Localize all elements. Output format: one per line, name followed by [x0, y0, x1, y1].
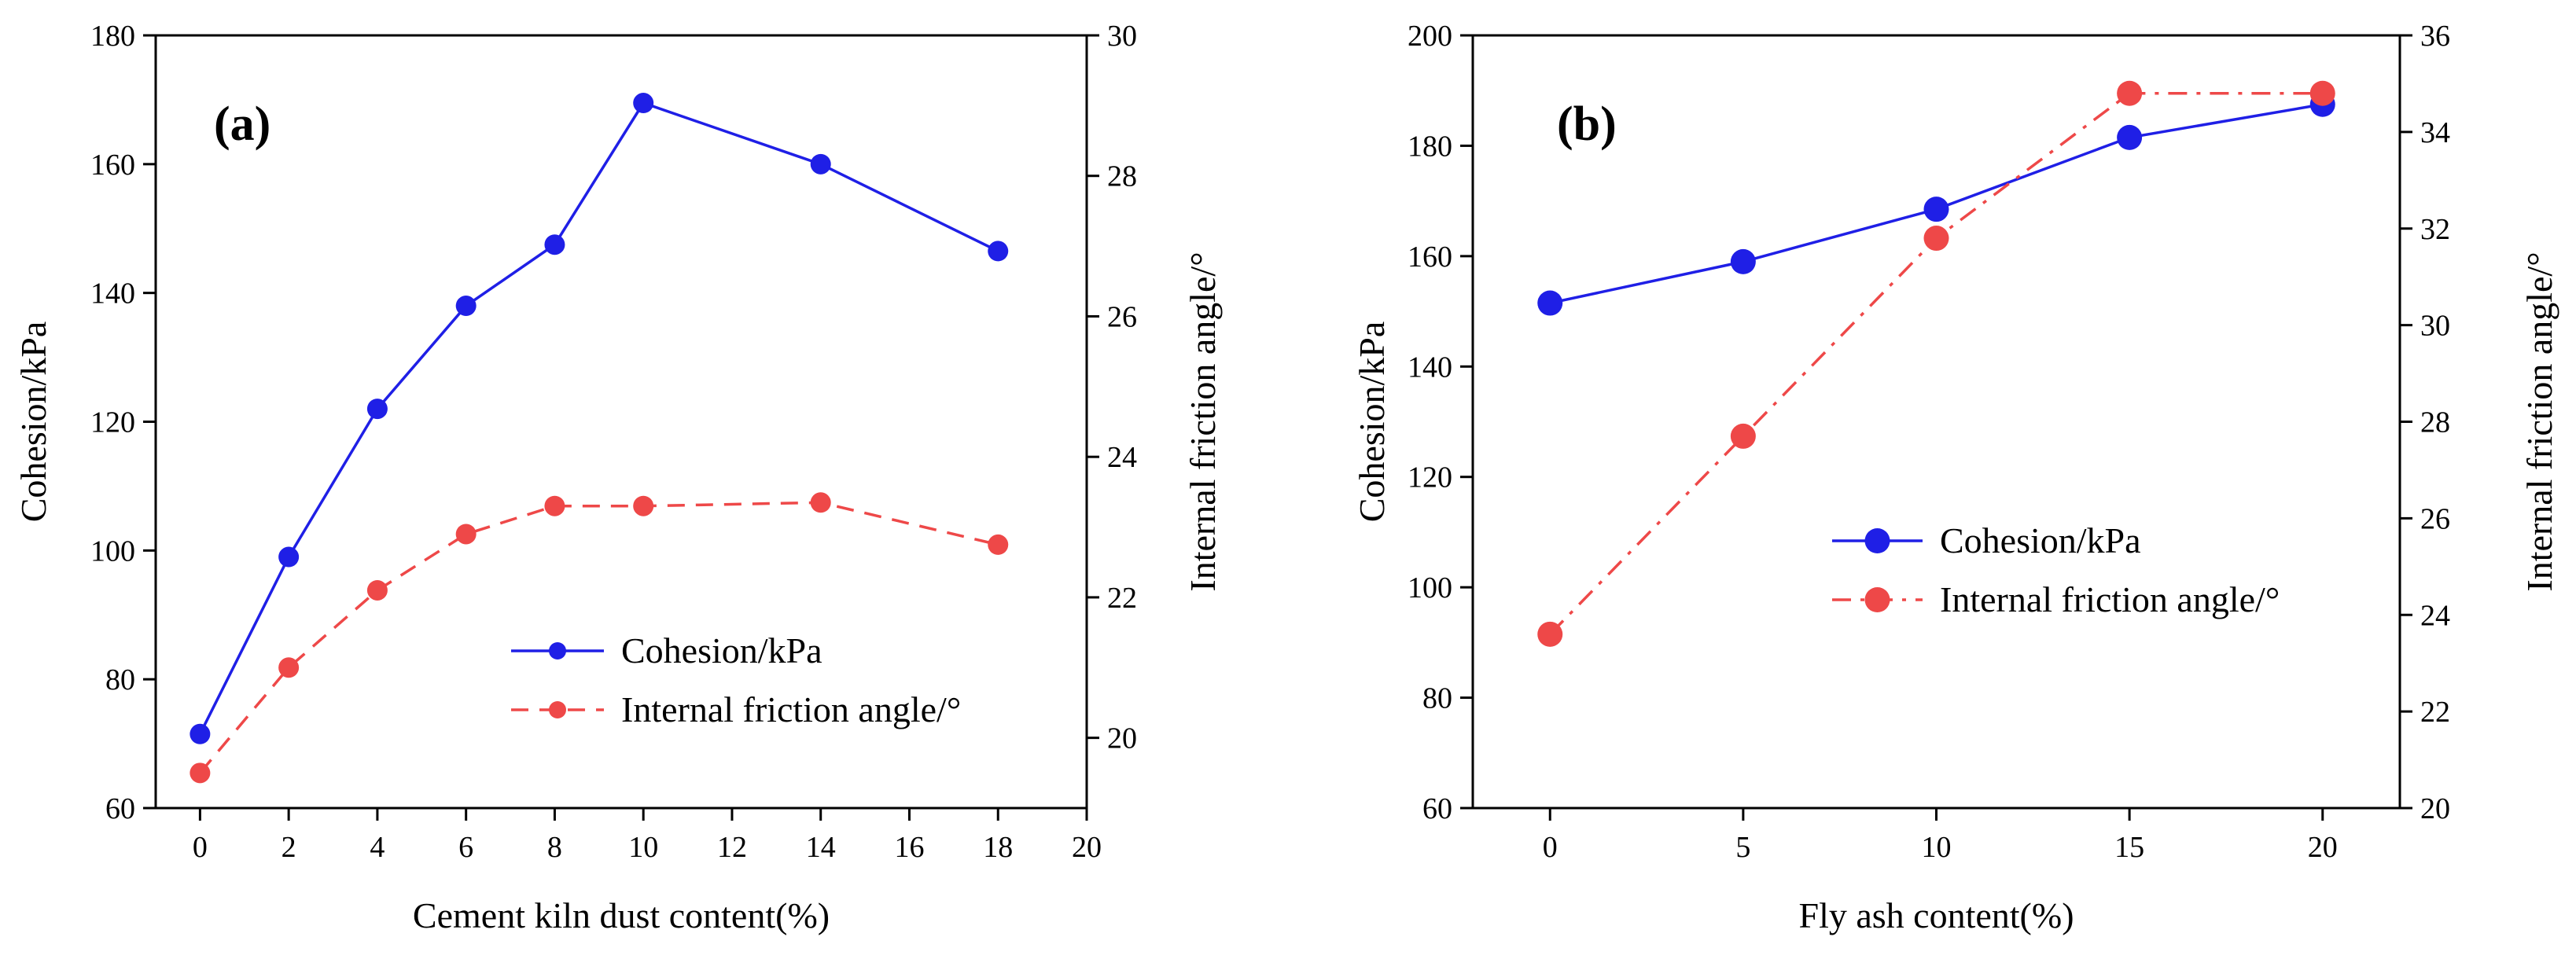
- x-tick-label: 18: [983, 831, 1013, 864]
- x-tick-label: 5: [1735, 831, 1750, 864]
- friction-angle-data-point: [190, 762, 211, 784]
- cohesion-data-point: [810, 153, 831, 175]
- y-right-tick-label: 30: [2420, 310, 2450, 343]
- y-left-tick-label: 140: [1408, 351, 1452, 384]
- y-left-tick-label: 160: [1408, 241, 1452, 274]
- friction-angle-data-point: [1730, 423, 1756, 449]
- cohesion-data-point: [2117, 124, 2143, 150]
- x-tick-label: 16: [894, 831, 924, 864]
- legend-cohesion-marker: [549, 642, 566, 660]
- cohesion-data-point: [544, 234, 565, 255]
- cohesion-data-point: [278, 546, 300, 568]
- y-left-tick-label: 100: [1408, 571, 1452, 604]
- friction-angle-data-point: [810, 492, 831, 513]
- friction-angle-data-point: [1537, 621, 1563, 647]
- friction-angle-data-point: [455, 524, 477, 545]
- y-left-tick-label: 120: [1408, 461, 1452, 494]
- y-left-tick-label: 80: [105, 663, 135, 696]
- friction-angle-data-point: [633, 495, 654, 516]
- y-right-tick-label: 28: [2420, 406, 2450, 439]
- x-tick-label: 14: [806, 831, 836, 864]
- x-axis-label: Cement kiln dust content(%): [413, 895, 830, 935]
- legend-cohesion-label: Cohesion/kPa: [1940, 520, 2141, 560]
- friction-angle-data-point: [544, 495, 565, 516]
- x-tick-label: 20: [2308, 831, 2338, 864]
- x-tick-label: 15: [2114, 831, 2144, 864]
- friction-angle-series-line: [1548, 91, 2323, 636]
- y-left-tick-label: 120: [90, 406, 135, 439]
- legend-friction-angle-label: Internal friction angle/°: [1940, 579, 2280, 619]
- y-left-axis-label: Cohesion/kPa: [1352, 322, 1392, 523]
- legend-cohesion-label: Cohesion/kPa: [621, 630, 822, 671]
- legend-friction-angle-marker: [1864, 587, 1890, 612]
- legend-cohesion-marker: [1864, 528, 1890, 553]
- friction-angle-series-line: [199, 501, 999, 774]
- plot-frame: [1471, 34, 2401, 810]
- y-left-tick-label: 180: [1408, 130, 1452, 163]
- y-right-tick-label: 20: [1107, 722, 1137, 755]
- y-left-tick-label: 80: [1422, 682, 1452, 715]
- x-tick-label: 8: [547, 831, 562, 864]
- cohesion-data-point: [1730, 248, 1756, 274]
- x-tick-label: 10: [1922, 831, 1952, 864]
- y-right-tick-label: 26: [1107, 300, 1137, 333]
- friction-angle-data-point: [366, 579, 388, 601]
- y-left-tick-label: 140: [90, 277, 135, 310]
- x-tick-label: 2: [282, 831, 296, 864]
- friction-angle-data-point: [1923, 226, 1949, 252]
- cohesion-data-point: [1923, 197, 1949, 222]
- legend-friction-angle-marker: [549, 701, 566, 718]
- chart-panel-a: 0 2 4 6 8 10 12 14 16 18 2060801001201401601802022…: [13, 20, 1223, 935]
- y-right-tick-label: 36: [2420, 20, 2450, 53]
- chart-panel-b: 0 5 10 15 20 60 80 100 120 140 160 180 200 20 22 24 26 28…: [1352, 20, 2559, 935]
- x-tick-label: 6: [458, 831, 473, 864]
- y-right-tick-label: 26: [2420, 502, 2450, 535]
- y-left-tick-label: 160: [90, 149, 135, 182]
- y-right-tick-label: 22: [2420, 696, 2450, 729]
- y-left-tick-label: 60: [1422, 792, 1452, 825]
- y-right-tick-label: 22: [1107, 582, 1137, 615]
- friction-angle-data-point: [988, 534, 1009, 555]
- panel-label: (b): [1557, 97, 1617, 151]
- x-tick-label: 4: [370, 831, 385, 864]
- y-right-tick-label: 24: [2420, 599, 2450, 632]
- x-tick-label: 10: [628, 831, 658, 864]
- panel-label: (a): [214, 97, 270, 151]
- cohesion-data-point: [1537, 290, 1563, 316]
- friction-angle-data-point: [278, 657, 300, 678]
- y-left-axis-label: Cohesion/kPa: [13, 322, 53, 523]
- y-left-tick-label: 180: [90, 20, 135, 53]
- friction-angle-data-point: [2309, 80, 2335, 106]
- cohesion-data-point: [988, 241, 1009, 262]
- legend-friction-angle-label: Internal friction angle/°: [621, 689, 961, 729]
- y-right-axis-label: Internal friction angle/°: [2519, 252, 2559, 591]
- y-left-tick-label: 60: [105, 792, 135, 825]
- y-right-tick-label: 32: [2420, 213, 2450, 246]
- x-tick-label: 0: [1543, 831, 1558, 864]
- y-right-tick-label: 34: [2420, 116, 2450, 149]
- friction-angle-data-point: [2117, 80, 2143, 106]
- y-right-axis-label: Internal friction angle/°: [1183, 252, 1223, 591]
- x-tick-label: 20: [1072, 831, 1102, 864]
- y-left-tick-label: 200: [1408, 20, 1452, 53]
- cohesion-data-point: [190, 723, 211, 744]
- y-right-tick-label: 28: [1107, 160, 1137, 193]
- x-axis-label: Fly ash content(%): [1798, 895, 2074, 935]
- cohesion-data-point: [633, 93, 654, 114]
- cohesion-series-line: [198, 101, 999, 735]
- y-left-tick-label: 100: [90, 535, 135, 568]
- x-tick-label: 0: [193, 831, 208, 864]
- y-right-tick-label: 30: [1107, 20, 1137, 53]
- cohesion-data-point: [366, 399, 388, 420]
- y-right-tick-label: 20: [2420, 792, 2450, 825]
- cohesion-data-point: [455, 296, 477, 317]
- x-tick-label: 12: [717, 831, 747, 864]
- y-right-tick-label: 24: [1107, 441, 1137, 474]
